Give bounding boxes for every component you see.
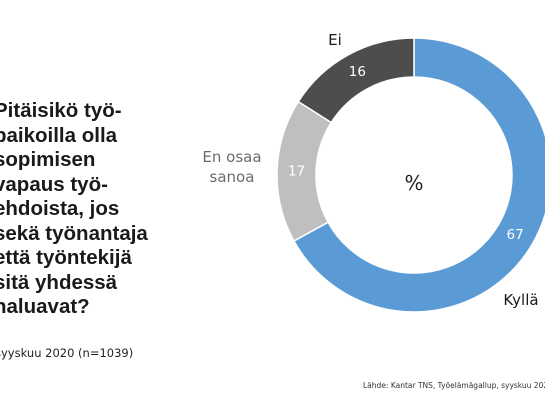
slice-ei xyxy=(297,37,415,124)
donut-labels: 67 Kyllä 17 En osaa sanoa 16 Ei xyxy=(202,31,538,309)
survey-meta: syyskuu 2020 (n=1039) xyxy=(0,346,134,360)
slice-value-label: 16 xyxy=(349,64,366,80)
slice-category-label: En osaa sanoa xyxy=(202,148,261,186)
center-label: % xyxy=(404,171,423,195)
source-note: Lähde: Kantar TNS, Työelämägallup, syysk… xyxy=(363,381,545,390)
slice-category-label: Ei xyxy=(328,31,342,49)
slice-category-label: Kyllä xyxy=(503,291,538,309)
slice-kyllä xyxy=(292,37,545,313)
question-title: Pitäisikö työ- paikoilla olla sopimisen … xyxy=(0,99,148,318)
slice-value-label: 17 xyxy=(288,163,305,179)
slice-value-label: 67 xyxy=(507,227,524,243)
donut-slices xyxy=(276,37,545,313)
